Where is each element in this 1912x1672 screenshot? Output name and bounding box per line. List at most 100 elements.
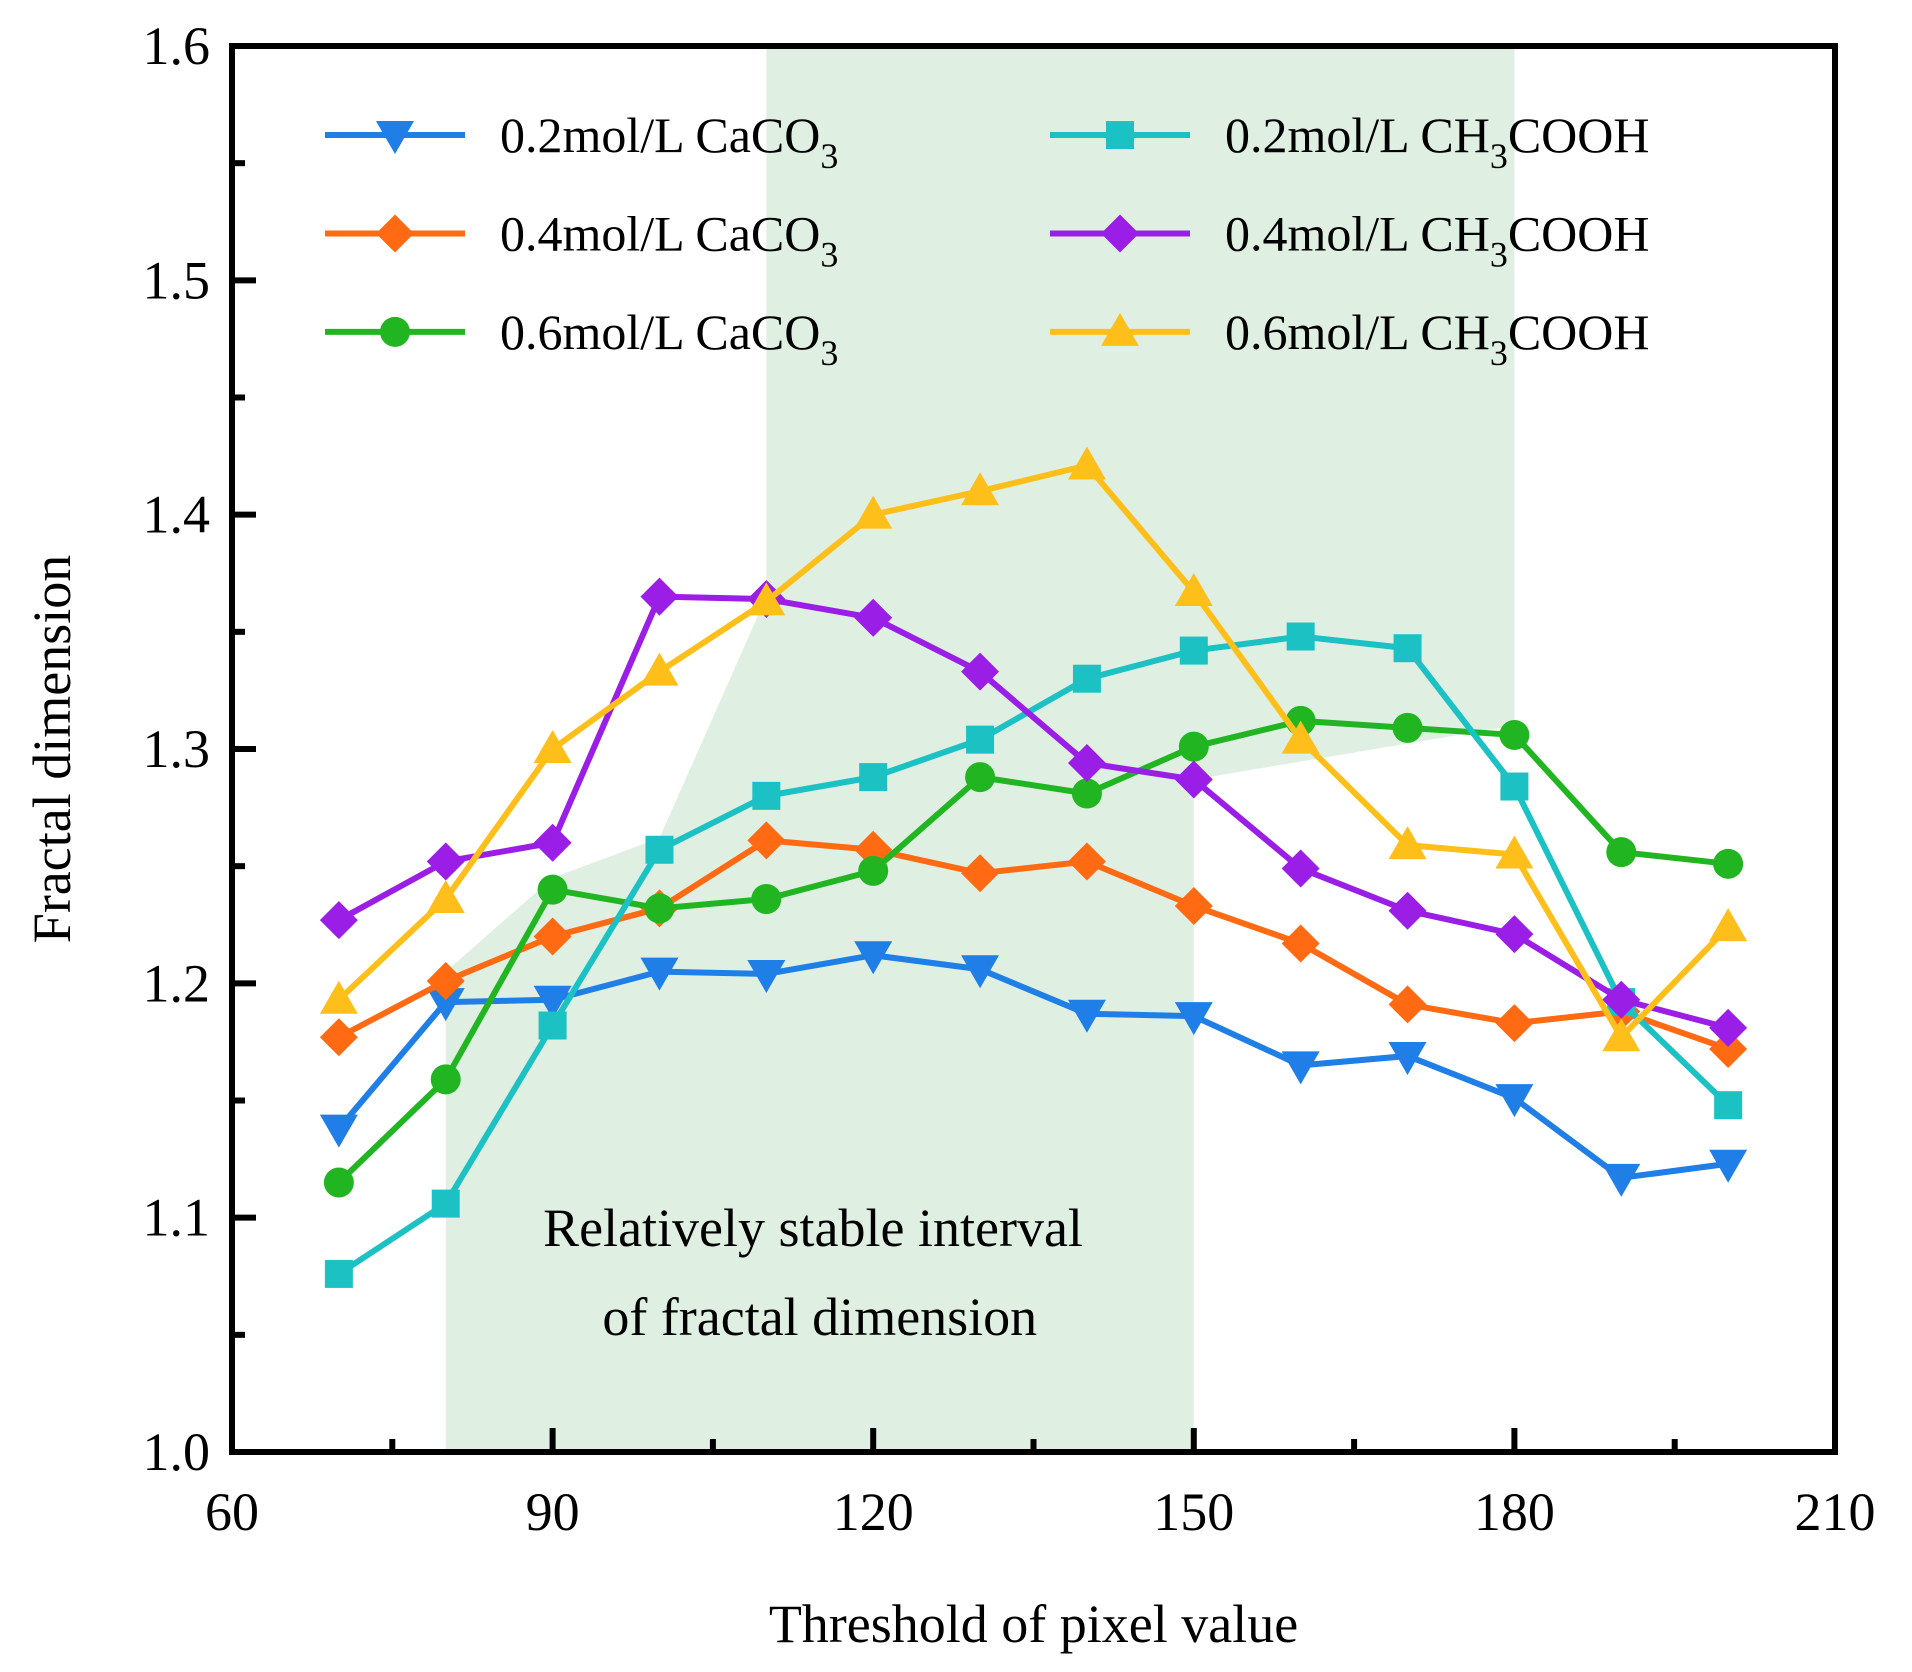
data-point — [426, 988, 465, 1022]
legend-label-main: 0.2mol/L CaCO — [500, 107, 820, 163]
data-point — [1709, 908, 1748, 942]
data-point — [640, 957, 679, 991]
data-point — [1392, 712, 1423, 743]
data-point — [1388, 1041, 1427, 1075]
legend-entry-2: 0.4mol/L CaCO3 — [325, 205, 838, 274]
y-tick-label: 1.4 — [143, 485, 211, 545]
legend-label-suffix: COOH — [1508, 304, 1650, 360]
data-point — [1067, 446, 1106, 480]
data-point — [1174, 760, 1213, 799]
y-tick-label: 1.1 — [143, 1188, 211, 1248]
data-point — [1174, 572, 1213, 606]
data-point — [961, 854, 1000, 893]
legend-marker — [376, 121, 414, 155]
data-point — [1179, 636, 1208, 665]
data-point — [319, 1114, 358, 1148]
legend-label-subscript: 3 — [820, 333, 838, 373]
data-point — [1495, 915, 1534, 954]
data-point — [1067, 999, 1106, 1033]
data-point — [961, 472, 1000, 506]
legend-entry-5: 0.4mol/L CH3COOH — [1050, 205, 1650, 274]
data-point — [752, 781, 781, 810]
data-point — [747, 582, 786, 616]
y-tick-label: 1.6 — [143, 16, 211, 76]
legend-entry-6: 0.6mol/L CH3COOH — [1050, 304, 1650, 373]
data-point — [538, 1011, 567, 1040]
legend-label-main: 0.6mol/L CH — [1225, 304, 1490, 360]
series-line — [337, 633, 1731, 1277]
x-tick-label: 210 — [1795, 1482, 1876, 1542]
x-axis-title: Threshold of pixel value — [769, 1594, 1298, 1654]
legend-label: 0.4mol/L CH3COOH — [1225, 205, 1650, 274]
data-point — [1281, 1051, 1320, 1085]
data-point — [1174, 887, 1213, 926]
data-point — [324, 1259, 353, 1288]
series-line — [336, 717, 1729, 1185]
y-tick-label: 1.0 — [143, 1422, 211, 1482]
legend-entry-4: 0.2mol/L CH3COOH — [1050, 107, 1650, 176]
data-point — [1174, 1002, 1213, 1036]
data-point — [431, 1189, 460, 1218]
data-point — [1071, 778, 1102, 809]
legend-marker — [1101, 214, 1139, 253]
data-point — [1067, 842, 1106, 881]
legend-label-subscript: 3 — [1490, 234, 1508, 274]
data-point — [319, 901, 358, 940]
legend-label-subscript: 3 — [820, 234, 838, 274]
data-point — [1606, 837, 1637, 868]
data-point — [1388, 891, 1427, 930]
legend-label-main: 0.4mol/L CaCO — [500, 205, 820, 261]
data-point — [1067, 744, 1106, 783]
data-point — [1499, 719, 1530, 750]
data-point — [1709, 1029, 1748, 1068]
annotation-line-2: of fractal dimension — [602, 1287, 1037, 1347]
data-point — [537, 874, 568, 905]
legend-marker — [1101, 312, 1139, 346]
legend-label: 0.6mol/L CaCO3 — [500, 304, 838, 373]
y-axis: 1.0 1.1 1.2 1.3 1.4 1.5 1.6 — [143, 16, 256, 1482]
data-point — [640, 652, 679, 686]
legend-label-subscript: 3 — [1490, 333, 1508, 373]
data-point — [323, 1167, 354, 1198]
stable-interval-annotation: Relatively stable interval of fractal di… — [543, 1198, 1096, 1347]
data-point — [1393, 634, 1422, 663]
data-point — [430, 1064, 461, 1095]
data-point — [1602, 980, 1641, 1019]
data-point — [854, 598, 893, 637]
legend-label-main: 0.4mol/L CH — [1225, 205, 1490, 261]
data-point — [747, 821, 786, 860]
legend-label: 0.2mol/L CaCO3 — [500, 107, 838, 176]
data-point — [747, 959, 786, 993]
series-5 — [319, 577, 1748, 1047]
data-point — [1281, 924, 1320, 963]
series-line — [336, 462, 1731, 1041]
data-point — [854, 495, 893, 529]
data-point — [1388, 985, 1427, 1024]
legend-label: 0.4mol/L CaCO3 — [500, 205, 838, 274]
data-point — [854, 941, 893, 975]
data-point — [858, 855, 889, 886]
legend-marker — [376, 214, 414, 253]
y-tick-label: 1.3 — [143, 719, 211, 779]
legend-entry-3: 0.6mol/L CaCO3 — [325, 304, 838, 373]
legend-marker — [380, 316, 410, 347]
data-point — [426, 879, 465, 913]
x-axis: 60 90 120 150 180 210 — [205, 1428, 1876, 1542]
data-point — [751, 883, 782, 914]
data-point — [1281, 720, 1320, 754]
series-layer — [319, 446, 1748, 1288]
x-tick-label: 180 — [1474, 1482, 1555, 1542]
data-point — [1281, 849, 1320, 888]
data-point — [319, 980, 358, 1014]
data-point — [645, 835, 674, 864]
data-point — [1709, 1008, 1748, 1047]
data-point — [1713, 848, 1744, 879]
x-tick-label: 150 — [1153, 1482, 1234, 1542]
legend-label: 0.6mol/L CH3COOH — [1225, 304, 1650, 373]
data-point — [644, 893, 675, 924]
data-point — [859, 763, 888, 792]
x-tick-label: 90 — [526, 1482, 580, 1542]
x-tick-label: 60 — [205, 1482, 259, 1542]
data-point — [640, 577, 679, 616]
data-point — [1495, 835, 1534, 869]
